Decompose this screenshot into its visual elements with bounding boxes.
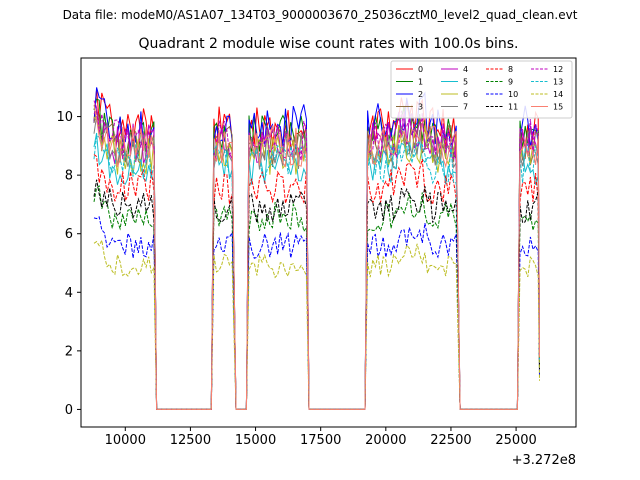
x-tick-label: 17500 <box>300 433 341 448</box>
y-tick-label: 2 <box>65 344 73 359</box>
y-tick-label: 4 <box>65 286 73 301</box>
series-line-10 <box>93 216 540 410</box>
legend-label-3: 3 <box>418 103 423 112</box>
legend-label-0: 0 <box>418 65 423 74</box>
x-tick-label: 25000 <box>495 433 536 448</box>
legend-label-1: 1 <box>418 78 423 87</box>
series-line-5 <box>93 132 540 410</box>
series-line-14 <box>93 238 540 410</box>
series-line-6 <box>93 116 540 410</box>
legend-label-4: 4 <box>463 65 468 74</box>
series-line-7 <box>93 115 540 410</box>
x-axis: 10000 12500 15000 17500 20000 22500 25000 <box>105 427 537 448</box>
x-offset-label: +3.272e8 <box>511 453 576 468</box>
legend-label-12: 12 <box>553 65 563 74</box>
legend-label-13: 13 <box>553 78 563 87</box>
series-layer <box>93 87 540 410</box>
figure-suptitle: Data file: modeM0/AS1A07_134T03_90000036… <box>62 8 578 22</box>
legend-label-11: 11 <box>508 103 518 112</box>
series-line-4 <box>93 100 540 410</box>
legend-box <box>390 60 573 119</box>
legend-label-8: 8 <box>508 65 513 74</box>
legend-label-5: 5 <box>463 78 468 87</box>
x-tick-label: 22500 <box>430 433 471 448</box>
series-line-1 <box>93 98 540 410</box>
series-line-12 <box>93 109 540 410</box>
legend-label-9: 9 <box>508 78 513 87</box>
series-line-13 <box>93 134 540 410</box>
series-line-9 <box>93 185 540 410</box>
series-line-8 <box>93 154 540 410</box>
series-line-3 <box>93 107 540 410</box>
x-tick-label: 15000 <box>235 433 276 448</box>
x-tick-label: 12500 <box>170 433 211 448</box>
legend-label-2: 2 <box>418 90 423 99</box>
series-line-2 <box>93 87 540 410</box>
series-line-0 <box>93 88 540 410</box>
y-tick-label: 6 <box>65 227 73 242</box>
x-tick-label: 20000 <box>365 433 406 448</box>
chart-title: Quadrant 2 module wise count rates with … <box>138 36 519 52</box>
y-tick-label: 0 <box>65 403 73 418</box>
x-tick-label: 10000 <box>105 433 146 448</box>
series-line-15 <box>93 104 540 410</box>
legend-label-7: 7 <box>463 103 468 112</box>
legend-label-15: 15 <box>553 103 563 112</box>
series-line-11 <box>93 179 540 410</box>
y-tick-label: 8 <box>65 169 73 184</box>
legend-label-6: 6 <box>463 90 468 99</box>
legend-label-10: 10 <box>508 90 518 99</box>
legend-label-14: 14 <box>553 90 563 99</box>
axes-frame <box>80 57 577 428</box>
y-axis: 0 2 4 6 8 10 <box>56 110 81 418</box>
y-tick-label: 10 <box>56 110 73 125</box>
